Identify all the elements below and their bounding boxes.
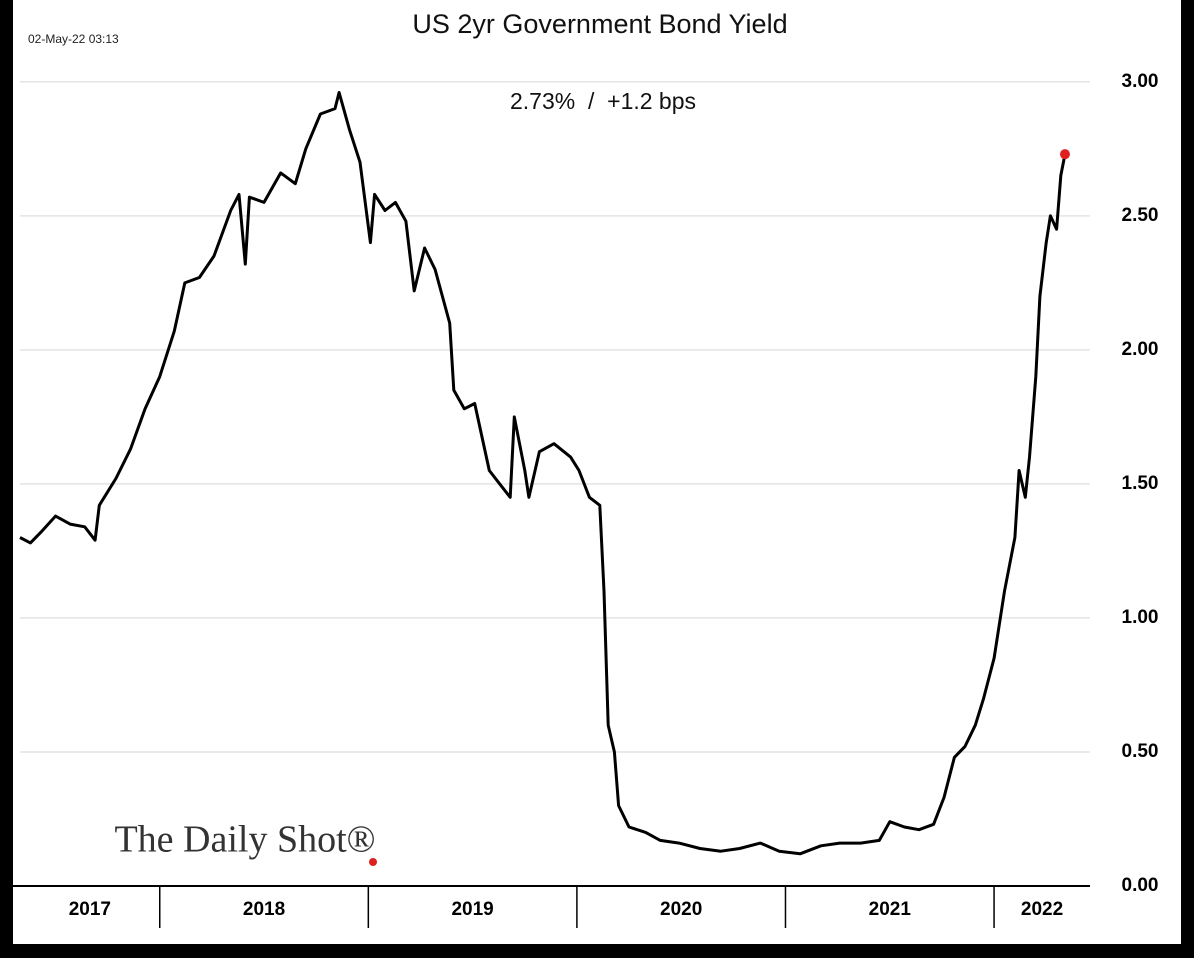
x-tick-label: 2020 — [660, 899, 702, 920]
watermark: The Daily Shot® — [114, 819, 375, 861]
y-tick-label: 0.50 — [1122, 741, 1159, 762]
chart-area — [13, 0, 1181, 944]
y-tick-label: 1.00 — [1122, 607, 1159, 628]
x-tick-label: 2018 — [243, 899, 285, 920]
x-tick-label: 2017 — [69, 899, 111, 920]
watermark-dot — [369, 858, 377, 866]
x-tick-label: 2021 — [869, 899, 912, 920]
chart-title: US 2yr Government Bond Yield — [412, 9, 787, 39]
x-tick-label: 2022 — [1021, 899, 1063, 920]
x-tick-label: 2019 — [451, 899, 493, 920]
y-tick-label: 3.00 — [1122, 71, 1159, 92]
y-tick-label: 2.00 — [1122, 339, 1159, 360]
timestamp: 02-May-22 03:13 — [28, 32, 119, 46]
subtitle: 2.73% / +1.2 bps — [510, 88, 696, 114]
line-series — [19, 91, 1067, 856]
y-tick-label: 1.50 — [1122, 473, 1159, 494]
last-value-marker — [1059, 149, 1070, 160]
y-tick-label: 0.00 — [1122, 875, 1159, 896]
y-tick-label: 2.50 — [1122, 205, 1159, 226]
